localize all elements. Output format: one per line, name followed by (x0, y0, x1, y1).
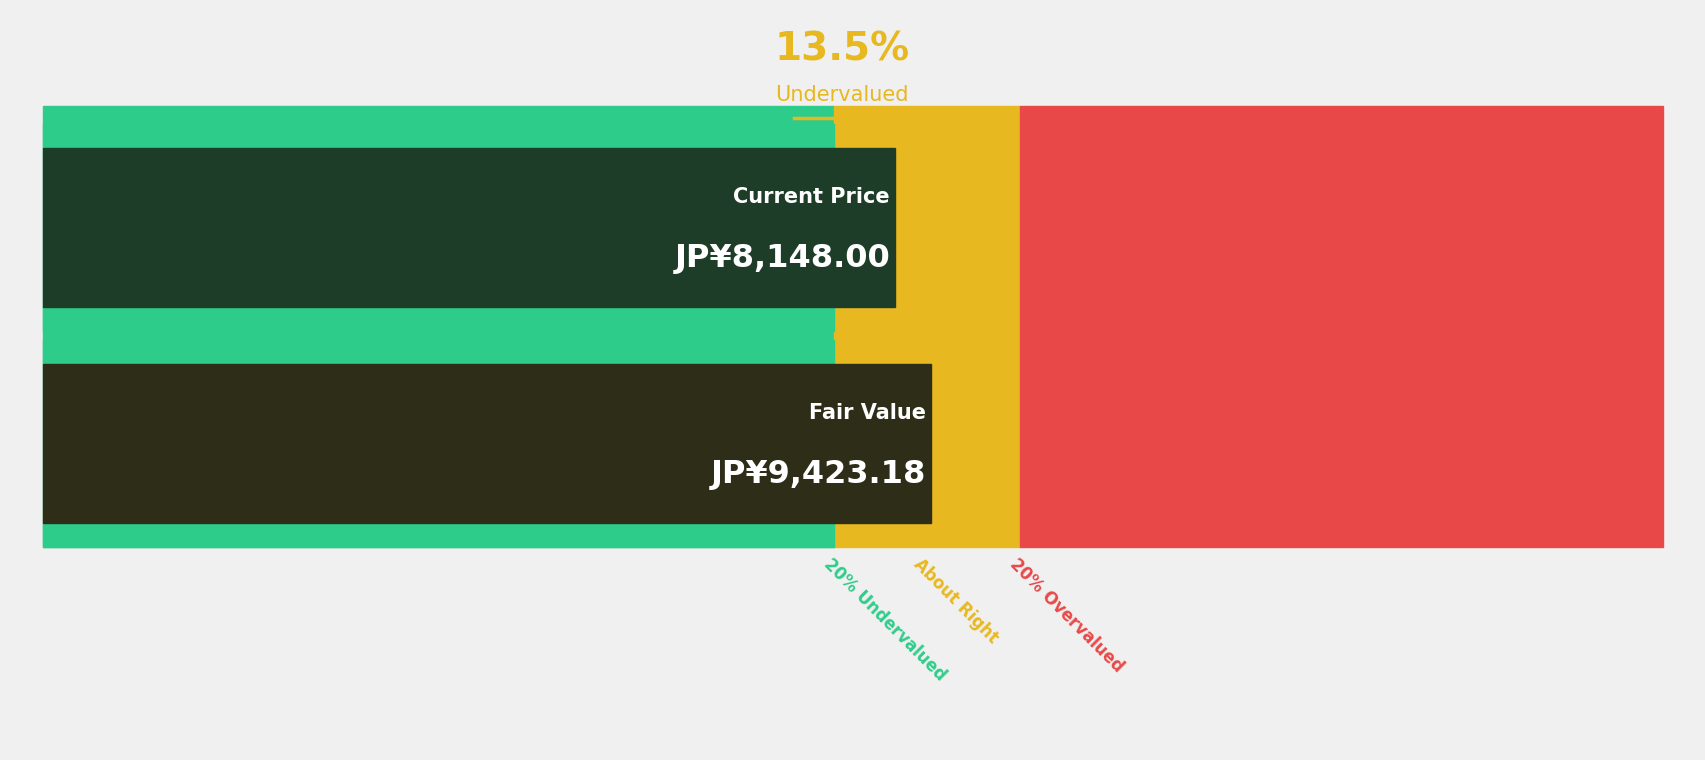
Text: 13.5%: 13.5% (774, 30, 909, 68)
Bar (43, 523, 834, 547)
Bar (834, 106, 1020, 547)
Text: Current Price: Current Price (733, 187, 890, 207)
Bar (43, 124, 834, 148)
Bar (43, 307, 834, 331)
Bar (43, 106, 834, 547)
Bar (43, 148, 895, 307)
Text: Undervalued: Undervalued (774, 85, 909, 105)
Text: JP¥9,423.18: JP¥9,423.18 (709, 458, 926, 489)
Text: 20% Overvalued: 20% Overvalued (1006, 555, 1127, 676)
Text: About Right: About Right (909, 555, 1001, 647)
Text: Fair Value: Fair Value (808, 404, 926, 423)
Bar (43, 340, 834, 364)
Bar (1020, 106, 1662, 547)
Bar (43, 364, 931, 523)
Text: JP¥8,148.00: JP¥8,148.00 (673, 242, 890, 274)
Text: 20% Undervalued: 20% Undervalued (820, 555, 948, 684)
